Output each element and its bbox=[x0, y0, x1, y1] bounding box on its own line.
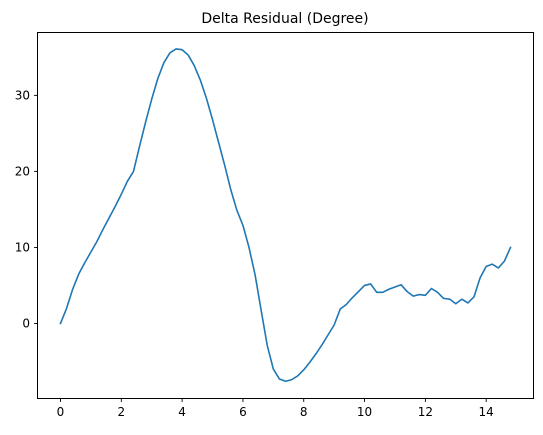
plot-frame bbox=[37, 32, 534, 399]
x-tick-label: 2 bbox=[117, 405, 125, 419]
y-tick-label: 30 bbox=[15, 88, 30, 102]
y-tick-label: 20 bbox=[15, 164, 30, 178]
x-tick-label: 14 bbox=[479, 405, 494, 419]
plot-area bbox=[37, 32, 534, 399]
x-tick-label: 0 bbox=[57, 405, 65, 419]
data-layer bbox=[59, 48, 512, 383]
y-tick-label: 0 bbox=[22, 316, 30, 330]
x-tick-label: 4 bbox=[178, 405, 186, 419]
series-line-1 bbox=[59, 48, 512, 383]
x-tick-label: 8 bbox=[300, 405, 308, 419]
y-tick-label: 10 bbox=[15, 240, 30, 254]
x-tick-label: 10 bbox=[357, 405, 372, 419]
axis-ticks: 0 2 4 6 8 10 12 14 0 10 20 30 bbox=[15, 88, 494, 419]
chart-title: Delta Residual (Degree) bbox=[201, 11, 368, 27]
x-tick-label: 12 bbox=[418, 405, 433, 419]
x-tick-label: 6 bbox=[239, 405, 247, 419]
